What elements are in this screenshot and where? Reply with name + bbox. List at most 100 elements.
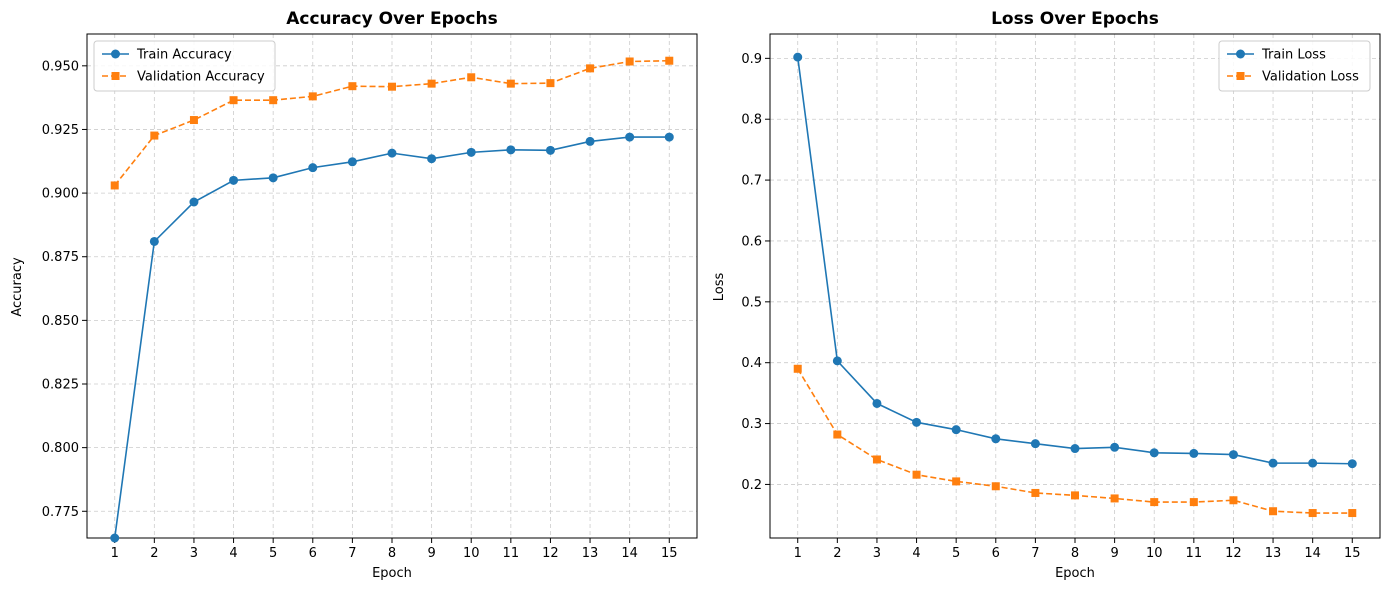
- chart-1-series-1-point-4: [229, 175, 239, 185]
- chart-2-legend-entry-2-marker: [1236, 72, 1245, 80]
- chart-2-series-2-point-1: [793, 364, 802, 373]
- chart-1-legend-entry-2-label: Validation Accuracy: [137, 70, 265, 85]
- chart-2-xtick-label-15: 15: [1344, 546, 1361, 561]
- chart-1-series-2-point-3: [189, 116, 198, 125]
- chart-2-xlabel: Epoch: [1055, 566, 1095, 581]
- chart-2-series-2-point-3: [872, 455, 881, 464]
- chart-2-series-1-point-8: [1070, 444, 1080, 454]
- chart-1-ytick-label-3: 0.825: [42, 378, 79, 393]
- chart-2-series-2-point-7: [1031, 488, 1040, 497]
- chart-1-series-2-point-8: [388, 82, 396, 91]
- chart-1-series-2-point-5: [269, 96, 278, 105]
- chart-1-series-1-point-12: [545, 145, 555, 155]
- chart-1-legend: Train Accuracy Validation Accuracy: [93, 40, 276, 92]
- chart-1-series-1-point-7: [347, 157, 357, 167]
- chart-2-xtick-label-4: 4: [912, 546, 920, 561]
- chart-1-series-1-point-8: [387, 148, 397, 158]
- chart-1-series-1-point-5: [268, 173, 278, 183]
- chart-1-legend-entry-2-marker: [111, 72, 120, 80]
- chart-1-xtick-label-12: 12: [542, 546, 559, 561]
- chart-1-series-2-point-7: [348, 82, 357, 91]
- chart-1-xtick-label-3: 3: [190, 546, 198, 561]
- chart-2-series-1-point-1: [793, 52, 803, 62]
- chart-1-series-2-point-10: [467, 73, 476, 82]
- chart-1-xtick-label-8: 8: [388, 546, 396, 561]
- chart-1-series-1-point-13: [585, 136, 595, 146]
- chart-2-series-1-point-11: [1189, 448, 1199, 458]
- chart-2-series-1-point-13: [1268, 458, 1278, 468]
- chart-1-series-2-point-9: [427, 79, 436, 88]
- chart-2-xtick-label-11: 11: [1186, 546, 1203, 561]
- chart-1-ytick-label-6: 0.900: [42, 187, 79, 202]
- chart-1-series-1-point-1: [110, 533, 120, 543]
- chart-2-legend: Train Loss Validation Loss: [1218, 40, 1371, 92]
- chart-2-xtick-label-13: 13: [1265, 546, 1282, 561]
- chart-1-ytick-label-4: 0.850: [42, 314, 79, 329]
- chart-2-ytick-label-5: 0.6: [741, 234, 762, 249]
- chart-2-series-1-point-10: [1149, 448, 1159, 458]
- chart-2-series-2-point-2: [833, 430, 842, 439]
- chart-1-ylabel: Accuracy: [10, 257, 25, 317]
- chart-1-series-1-point-9: [427, 154, 437, 164]
- chart-1-series-2-point-11: [506, 79, 515, 88]
- chart-2-series-2-point-14: [1308, 509, 1317, 518]
- chart-2-xtick-label-3: 3: [873, 546, 881, 561]
- chart-1-xtick-label-9: 9: [427, 546, 435, 561]
- chart-2-series-1-point-6: [991, 434, 1001, 444]
- chart-2-ytick-label-3: 0.4: [741, 356, 762, 371]
- chart-1-series-1-point-14: [625, 132, 635, 142]
- chart-2-xtick-label-12: 12: [1225, 546, 1242, 561]
- chart-2-legend-entry-2-label: Validation Loss: [1262, 70, 1359, 85]
- chart-1-legend-box: [93, 40, 276, 92]
- chart-2-xtick-label-6: 6: [992, 546, 1000, 561]
- chart-2-series-1-point-14: [1308, 458, 1318, 468]
- chart-2-series-2-point-4: [912, 470, 921, 479]
- chart-1-xtick-label-6: 6: [309, 546, 317, 561]
- chart-2-legend-entry-1-marker: [1236, 49, 1245, 59]
- chart-1-xtick-label-11: 11: [503, 546, 520, 561]
- chart-1-xtick-label-1: 1: [111, 546, 119, 561]
- chart-2-ytick-label-7: 0.8: [741, 113, 762, 128]
- chart-1-series-2-point-15: [665, 56, 674, 65]
- chart-1-legend-entry-1-marker: [111, 49, 120, 59]
- chart-2-legend-entry-2: Validation Loss: [1227, 70, 1359, 85]
- chart-2-series-1-point-12: [1228, 450, 1238, 460]
- chart-2-series-2-point-9: [1110, 494, 1119, 503]
- chart-1-ytick-label-8: 0.950: [42, 59, 79, 74]
- chart-1-ytick-label-2: 0.800: [42, 441, 79, 456]
- chart-2-series-1-point-3: [872, 398, 882, 408]
- chart-2: 1 2 3 4 5 6 7 8 9 10 11 12 13 14 150.20.30.40.50.60.70…: [712, 9, 1381, 581]
- chart-1-title: Accuracy Over Epochs: [286, 9, 497, 29]
- chart-2-title: Loss Over Epochs: [991, 9, 1159, 29]
- chart-2-series-1-point-4: [912, 417, 922, 427]
- chart-2-xtick-label-9: 9: [1110, 546, 1118, 561]
- chart-2-xtick-label-1: 1: [794, 546, 802, 561]
- chart-1-series-2-point-12: [546, 79, 555, 88]
- chart-2-xtick-label-5: 5: [952, 546, 960, 561]
- chart-1-xtick-label-14: 14: [621, 546, 638, 561]
- chart-2-legend-box: [1218, 40, 1371, 92]
- chart-2-ytick-label-6: 0.7: [741, 174, 762, 189]
- chart-1-series-2-point-2: [150, 131, 159, 140]
- chart-1-series-1-point-10: [466, 147, 476, 157]
- chart-2-series-1-point-5: [951, 425, 961, 435]
- chart-1-xtick-label-5: 5: [269, 546, 277, 561]
- chart-2-legend-entry-1: Train Loss: [1227, 48, 1326, 63]
- chart-2-series-1-point-2: [832, 356, 842, 366]
- chart-1-ytick-label-5: 0.875: [42, 250, 79, 265]
- chart-2-series-2-point-10: [1150, 498, 1159, 507]
- chart-2-series-2-point-13: [1269, 507, 1278, 516]
- chart-1-legend-entry-1-label: Train Accuracy: [136, 48, 232, 63]
- chart-2-series-1-point-15: [1347, 459, 1357, 469]
- chart-2-xtick-label-10: 10: [1146, 546, 1163, 561]
- chart-1-series-2-point-1: [110, 181, 119, 190]
- chart-2-series-2: [793, 364, 1357, 518]
- chart-2-series-1: [793, 52, 1357, 469]
- chart-2-series-2-point-8: [1071, 491, 1079, 500]
- chart-1-series-1-point-15: [664, 132, 674, 142]
- chart-1-legend-entry-2: Validation Accuracy: [102, 70, 265, 85]
- chart-1-series-2-point-6: [308, 92, 317, 101]
- chart-1-series-2-point-4: [229, 96, 238, 105]
- chart-2-ytick-label-2: 0.3: [741, 417, 762, 432]
- chart-1-xtick-label-13: 13: [582, 546, 599, 561]
